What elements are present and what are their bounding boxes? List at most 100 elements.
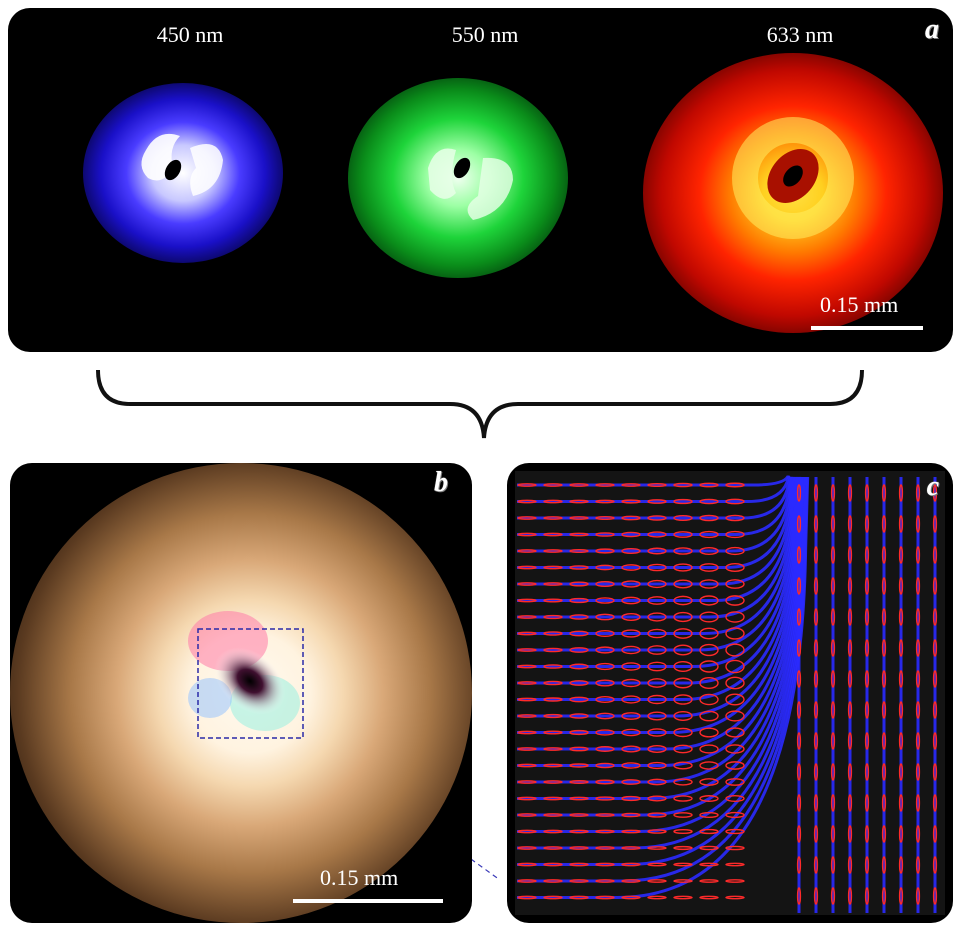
polarization-ellipse (517, 846, 537, 850)
polarization-ellipse (543, 516, 563, 520)
polarization-ellipse (932, 701, 938, 719)
polarization-ellipse (796, 825, 802, 843)
polarization-ellipse (517, 879, 537, 883)
polarization-ellipse (595, 895, 615, 900)
polarization-ellipse (898, 794, 904, 812)
polarization-ellipse (932, 484, 938, 502)
polarization-ellipse (813, 856, 819, 874)
polarization-ellipse (725, 895, 745, 900)
polarization-ellipse (517, 681, 537, 685)
polarization-ellipse (647, 547, 667, 555)
polarization-ellipse (699, 627, 719, 640)
polarization-ellipse (621, 678, 641, 688)
polarization-ellipse (543, 895, 563, 900)
vortex-550nm (428, 148, 513, 220)
polarization-ellipse (932, 577, 938, 595)
polarization-ellipse (621, 812, 641, 818)
polarization-streamlines (515, 471, 945, 915)
polarization-ellipse (517, 582, 537, 586)
polarization-ellipse (673, 547, 693, 555)
polarization-ellipse (796, 670, 802, 688)
polarization-ellipse (898, 732, 904, 750)
polarization-ellipse (725, 811, 745, 819)
panel-b-combined-beam: b 0.15 mm (10, 463, 472, 923)
polarization-ellipse (595, 499, 615, 504)
polarization-ellipse (543, 532, 563, 537)
streamline-horizontal (517, 476, 810, 899)
polarization-ellipse (595, 829, 615, 834)
polarization-ellipse (517, 862, 537, 867)
polarization-ellipse (699, 727, 719, 738)
ellipse-group (517, 482, 938, 905)
polarization-ellipse (517, 549, 537, 553)
polarization-ellipse (517, 813, 537, 817)
polarization-ellipse (595, 746, 615, 752)
polarization-ellipse (847, 856, 853, 874)
polarization-ellipse (898, 577, 904, 595)
polarization-ellipse (915, 825, 921, 843)
polarization-ellipse (796, 856, 802, 874)
polarization-ellipse (725, 482, 745, 488)
polarization-ellipse (847, 763, 853, 781)
polarization-ellipse (881, 608, 887, 626)
polarization-ellipse (621, 564, 641, 571)
polarization-ellipse (543, 879, 563, 883)
polarization-ellipse (647, 531, 667, 538)
polarization-ellipse (699, 530, 719, 539)
polarization-ellipse (796, 608, 802, 626)
polarization-ellipse (881, 732, 887, 750)
polarization-ellipse (673, 744, 693, 754)
polarization-ellipse (813, 577, 819, 595)
polarization-ellipse (569, 499, 589, 504)
polarization-ellipse (673, 710, 693, 722)
polarization-ellipse (699, 828, 719, 835)
polarization-ellipse (595, 613, 615, 621)
polarization-ellipse (647, 745, 667, 753)
polarization-ellipse (898, 546, 904, 564)
polarization-ellipse (543, 763, 563, 768)
polarization-ellipse (915, 484, 921, 502)
polarization-ellipse (796, 887, 802, 905)
polarization-ellipse (932, 546, 938, 564)
polarization-ellipse (647, 829, 667, 834)
polarization-ellipse (699, 579, 719, 589)
polarization-ellipse (647, 846, 667, 850)
polarization-ellipse (830, 825, 836, 843)
polarization-ellipse (847, 670, 853, 688)
polarization-ellipse (647, 645, 667, 655)
polarization-ellipse (898, 484, 904, 502)
polarization-ellipse (699, 611, 719, 623)
polarization-ellipse (621, 662, 641, 671)
polarization-ellipse (699, 744, 719, 754)
polarization-ellipse (673, 895, 693, 900)
polarization-ellipse (813, 546, 819, 564)
polarization-ellipse (569, 614, 589, 620)
polarization-ellipse (813, 732, 819, 750)
polarization-ellipse (915, 794, 921, 812)
polarization-ellipse (621, 846, 641, 850)
polarization-ellipse (569, 680, 589, 686)
polarization-ellipse (725, 761, 745, 770)
polarization-ellipse (699, 811, 719, 819)
polarization-ellipse (569, 829, 589, 834)
polarization-ellipse (864, 484, 870, 502)
polarization-ellipse (864, 546, 870, 564)
polarization-ellipse (621, 547, 641, 555)
polarization-ellipse (796, 701, 802, 719)
beam-cores-overlay (141, 117, 854, 239)
polarization-ellipse (543, 565, 563, 570)
polarization-ellipse (932, 608, 938, 626)
polarization-ellipse (595, 679, 615, 687)
beam-450nm (83, 83, 283, 263)
panel-letter-a: a (925, 14, 939, 45)
polarization-ellipse (543, 697, 563, 702)
polarization-ellipse (621, 596, 641, 605)
polarization-ellipse (725, 595, 745, 606)
polarization-ellipse (647, 579, 667, 589)
polarization-ellipse (595, 580, 615, 588)
polarization-ellipse (543, 730, 563, 735)
polarization-ellipse (569, 532, 589, 537)
scalebar-label-a: 0.15 mm (820, 292, 899, 317)
polarization-ellipse (847, 608, 853, 626)
polarization-ellipse (621, 862, 641, 867)
